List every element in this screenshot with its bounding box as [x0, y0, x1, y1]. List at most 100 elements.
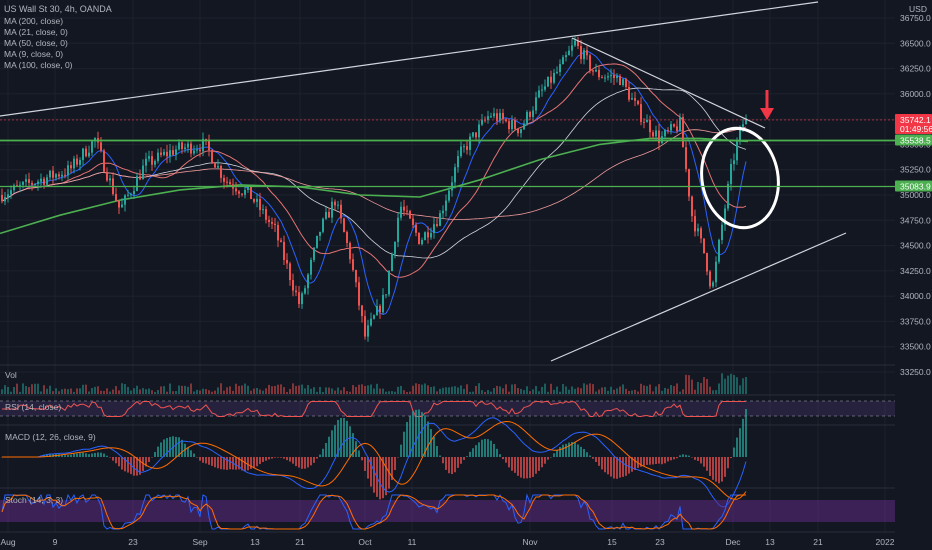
horizontal-levels[interactable]	[0, 119, 895, 188]
stoch-d-line	[1, 494, 746, 530]
candle-body	[250, 186, 252, 200]
volume-bar	[688, 375, 690, 394]
volume-bar	[403, 390, 405, 394]
price-axis[interactable]: USD36750.036500.036250.036000.035750.035…	[895, 0, 932, 550]
macd-histogram-bar	[415, 409, 417, 457]
indicator-legend-item: MA (21, close, 0)	[4, 27, 68, 37]
volume-bar	[577, 387, 579, 394]
ma-100-line	[1, 126, 747, 220]
macd-histogram-bar	[508, 457, 510, 468]
volume-bar	[52, 391, 54, 394]
annotation-circle[interactable]	[694, 122, 786, 234]
macd-histogram-bar	[49, 453, 51, 457]
candle-body	[316, 235, 318, 248]
trendline-drawings[interactable]	[0, 1, 847, 362]
macd-histogram-bar	[451, 457, 453, 475]
macd-histogram-bar	[625, 457, 627, 476]
macd-histogram-bar	[679, 455, 681, 457]
candle-body	[271, 221, 273, 224]
volume-bar	[262, 390, 264, 394]
macd-histogram-bar	[604, 457, 606, 473]
volume-bar	[433, 386, 435, 394]
price-badge-2[interactable]	[895, 134, 932, 146]
time-axis[interactable]: Aug 9 23 Sep 13 21 Oct 11 Nov 15 23 Dec 13 21 2022	[0, 533, 932, 550]
time-tick-label: Nov	[522, 537, 538, 547]
volume-bar	[406, 391, 408, 394]
volume-bar	[742, 378, 744, 394]
volume-bar	[82, 384, 84, 394]
candle-body	[229, 182, 231, 185]
candle-body	[181, 142, 183, 150]
macd-histogram-bar	[421, 412, 423, 457]
volume-bar	[346, 391, 348, 394]
candle-body	[43, 178, 45, 185]
macd-histogram-bar	[673, 457, 675, 460]
macd-histogram-bar	[409, 415, 411, 457]
candle-body	[286, 259, 288, 264]
upper-trendline[interactable]	[0, 1, 819, 117]
volume-bar	[94, 386, 96, 394]
macd-label: MACD (12, 26, close, 9)	[5, 432, 96, 442]
volume-bar	[544, 383, 546, 394]
price-badge-1[interactable]	[895, 113, 932, 134]
macd-histogram-bar	[121, 457, 123, 470]
volume-bar	[712, 390, 714, 394]
macd-histogram-bar	[589, 455, 591, 457]
candle-body	[208, 139, 210, 151]
descending-trendline[interactable]	[571, 37, 766, 129]
candle-body	[607, 76, 609, 78]
volume-bar	[43, 385, 45, 394]
volume-bar	[385, 391, 387, 394]
volume-bar	[259, 389, 261, 394]
macd-histogram-bar	[454, 457, 456, 473]
candle-body	[4, 197, 6, 202]
time-tick-label: 21	[295, 537, 305, 547]
candle-body	[160, 152, 162, 155]
volume-bar	[199, 390, 201, 394]
volume-bar	[37, 383, 39, 394]
volume-bar	[367, 385, 369, 394]
candle-body	[670, 124, 672, 131]
macd-histogram-bar	[712, 457, 714, 480]
arrow-down-icon[interactable]	[760, 108, 774, 120]
time-tick-label: 23	[128, 537, 138, 547]
candle-body	[19, 184, 21, 186]
candle-body	[580, 45, 582, 60]
volume-bar	[580, 388, 582, 394]
candle-body	[562, 57, 564, 65]
macd-histogram-bar	[64, 455, 66, 457]
time-tick-label: 21	[813, 537, 823, 547]
price-badge-3[interactable]	[895, 180, 932, 192]
volume-bar	[556, 386, 558, 394]
candle-body	[61, 174, 63, 177]
volume-bar	[238, 385, 240, 394]
candle-body	[448, 190, 450, 201]
macd-histogram-bar	[643, 457, 645, 466]
volume-bar	[661, 390, 663, 394]
candle-body	[508, 121, 510, 130]
volume-bar	[700, 383, 702, 394]
volume-bar	[655, 386, 657, 394]
volume-bar	[187, 386, 189, 394]
currency-label: USD	[909, 4, 927, 14]
candle-body	[409, 210, 411, 219]
candle-body	[688, 169, 690, 197]
candle-body	[517, 128, 519, 134]
macd-histogram-bar	[436, 446, 438, 457]
macd-histogram-bar	[187, 447, 189, 457]
time-tick-label: 2022	[876, 537, 895, 547]
lower-trendline[interactable]	[550, 232, 847, 362]
candle-body	[346, 232, 348, 243]
volume-bar	[505, 384, 507, 394]
macd-histogram-bar	[193, 453, 195, 457]
volume-bar	[574, 388, 576, 394]
candle-body	[496, 113, 498, 122]
macd-histogram-bar	[142, 457, 144, 472]
macd-histogram-bar	[592, 457, 594, 459]
macd-histogram-bar	[274, 457, 276, 458]
macd-histogram-bar	[85, 453, 87, 457]
macd-histogram-bar	[280, 457, 282, 458]
price-tick-label: 34250.0	[900, 266, 931, 276]
